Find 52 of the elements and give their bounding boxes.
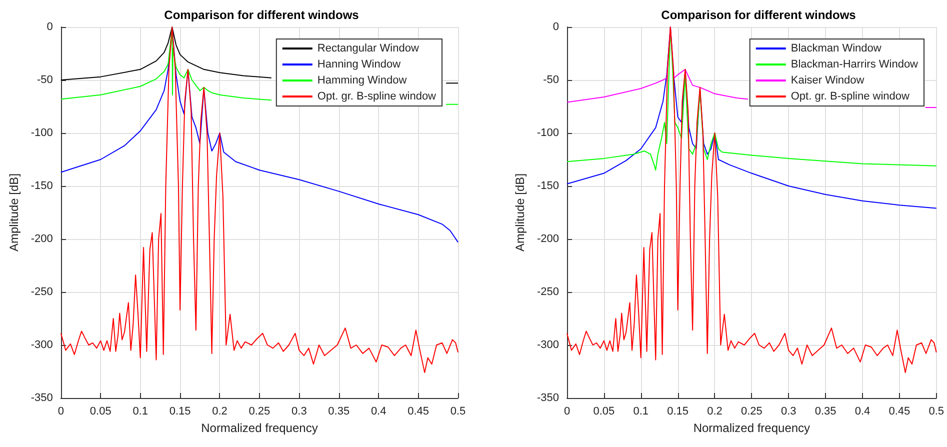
y-tick-label: -100 (30, 127, 53, 139)
x-tick-label: 0.25 (740, 406, 762, 418)
legend-label: Opt. gr. B-spline window (790, 90, 910, 102)
legend-label: Rectangular Window (317, 42, 419, 54)
y-tick-label: 0 (46, 21, 53, 33)
x-tick-label: 0.45 (408, 406, 430, 418)
legend-label: Opt. gr. B-spline window (317, 90, 436, 102)
y-tick-label: -50 (543, 74, 559, 86)
y-tick-label: -250 (30, 286, 53, 298)
x-tick-label: 0.2 (707, 406, 722, 418)
y-axis-title: Amplitude [dB] (513, 173, 528, 252)
legend-label: Hanning Window (317, 58, 401, 70)
x-tick-label: 0.1 (132, 406, 148, 418)
y-tick-label: -150 (536, 180, 559, 192)
x-tick-label: 0.15 (169, 406, 191, 418)
x-axis-title: Normalized frequency (693, 420, 810, 435)
x-tick-label: 0.3 (780, 406, 796, 418)
x-tick-label: 0 (58, 406, 64, 418)
y-tick-label: -350 (30, 392, 53, 404)
x-tick-label: 0.5 (450, 406, 466, 418)
y-tick-label: -350 (536, 392, 559, 404)
x-tick-label: 0.25 (248, 406, 270, 418)
chart-title: Comparison for different windows (661, 8, 856, 22)
legend-label: Kaiser Window (790, 74, 864, 86)
y-tick-label: 0 (552, 21, 559, 33)
y-tick-label: -150 (30, 180, 53, 192)
y-tick-label: -100 (536, 127, 559, 139)
x-tick-label: 0.1 (633, 406, 649, 418)
x-tick-label: 0.05 (593, 406, 615, 418)
y-tick-label: -300 (30, 339, 53, 351)
chart-title: Comparison for different windows (164, 8, 360, 22)
x-axis-title: Normalized frequency (201, 420, 318, 435)
x-tick-label: 0.15 (667, 406, 689, 418)
x-tick-label: 0 (564, 406, 570, 418)
y-tick-label: -50 (37, 74, 53, 86)
y-axis-title: Amplitude [dB] (7, 173, 21, 252)
legend-label: Blackman-Harrirs Window (790, 58, 918, 70)
x-tick-label: 0.4 (370, 406, 386, 418)
y-tick-label: -200 (30, 233, 53, 245)
legend-label: Hamming Window (317, 74, 407, 86)
y-tick-label: -250 (536, 286, 559, 298)
x-tick-label: 0.35 (814, 406, 836, 418)
x-tick-label: 0.35 (328, 406, 350, 418)
y-tick-label: -300 (536, 339, 559, 351)
legend-label: Blackman Window (790, 42, 882, 54)
x-tick-label: 0.05 (90, 406, 112, 418)
x-tick-label: 0.4 (854, 406, 870, 418)
x-tick-label: 0.2 (212, 406, 228, 418)
x-tick-label: 0.5 (928, 406, 944, 418)
y-tick-label: -200 (536, 233, 559, 245)
x-tick-label: 0.3 (292, 406, 307, 418)
x-tick-label: 0.45 (888, 406, 910, 418)
